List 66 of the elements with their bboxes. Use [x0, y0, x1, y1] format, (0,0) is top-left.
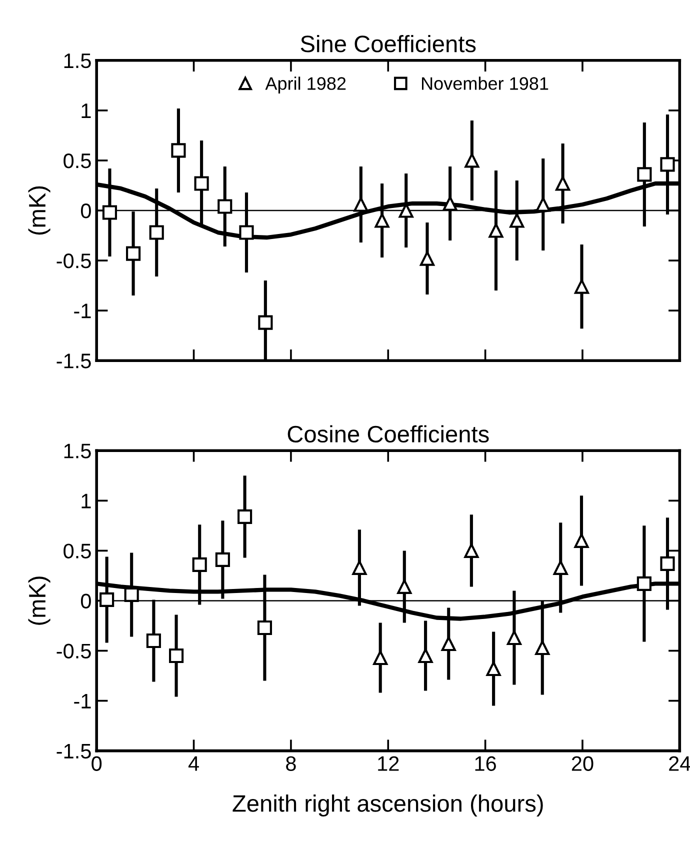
x-tick-label: 8 [286, 756, 296, 771]
point [636, 576, 652, 592]
point [192, 557, 207, 572]
point [660, 556, 675, 571]
y-tick-label: 1.5 [64, 54, 91, 68]
point [420, 251, 435, 266]
point [464, 153, 480, 168]
point [171, 143, 186, 158]
point [660, 157, 675, 172]
x-tick-label: 20 [572, 756, 594, 771]
point [506, 630, 522, 646]
point [146, 633, 161, 648]
chart-title: Sine Coefficients [300, 34, 476, 52]
x-tick-label: 12 [378, 756, 399, 771]
point [354, 197, 368, 212]
y-tick-label: 0.5 [64, 544, 91, 558]
x-tick-label: 16 [475, 756, 496, 771]
y-tick-label: 0 [80, 204, 91, 218]
point [486, 661, 501, 676]
point [488, 223, 504, 238]
y-tick-label: 1.5 [64, 444, 91, 458]
point [535, 640, 550, 656]
point [239, 225, 254, 240]
legend-label: April 1982 [265, 76, 346, 94]
point [418, 648, 433, 664]
point [441, 636, 456, 652]
point [374, 213, 390, 228]
point [637, 167, 652, 182]
y-tick-label: 0.5 [64, 153, 91, 168]
point [464, 543, 479, 558]
point [553, 560, 568, 575]
y-tick-label: -1.5 [56, 744, 91, 759]
point [124, 587, 139, 602]
point [574, 533, 589, 548]
y-tick-label: 1 [82, 104, 91, 118]
y-tick-label: -0.5 [56, 644, 91, 659]
y-tick-label: 0 [80, 594, 91, 608]
point [257, 620, 272, 636]
chart-title: Cosine Coefficients [288, 425, 489, 443]
y-tick-label: -0.5 [56, 254, 91, 268]
y-tick-label: -1 [74, 304, 91, 318]
y-tick-label: -1 [74, 694, 91, 708]
point [556, 176, 570, 191]
x-tick-label: 4 [188, 756, 199, 771]
point [168, 648, 184, 664]
point [373, 650, 388, 666]
point [352, 560, 367, 575]
legend-label: November 1981 [422, 76, 548, 90]
point [510, 213, 524, 228]
point [194, 176, 209, 191]
y-tick-label: -1.5 [56, 354, 91, 368]
point [126, 246, 141, 261]
point [258, 315, 273, 330]
x-tick-label: 0 [92, 756, 102, 771]
point [574, 279, 590, 294]
point [100, 592, 114, 608]
point [149, 225, 164, 240]
point [102, 205, 118, 220]
point [397, 579, 412, 594]
y-axis-title: (mK) [28, 576, 50, 625]
point [237, 509, 252, 524]
y-tick-label: 1 [82, 494, 91, 508]
x-axis-title: Zenith right ascension (hours) [232, 794, 543, 817]
point [215, 552, 230, 567]
point [218, 199, 232, 214]
y-axis-title: (mK) [28, 186, 50, 235]
